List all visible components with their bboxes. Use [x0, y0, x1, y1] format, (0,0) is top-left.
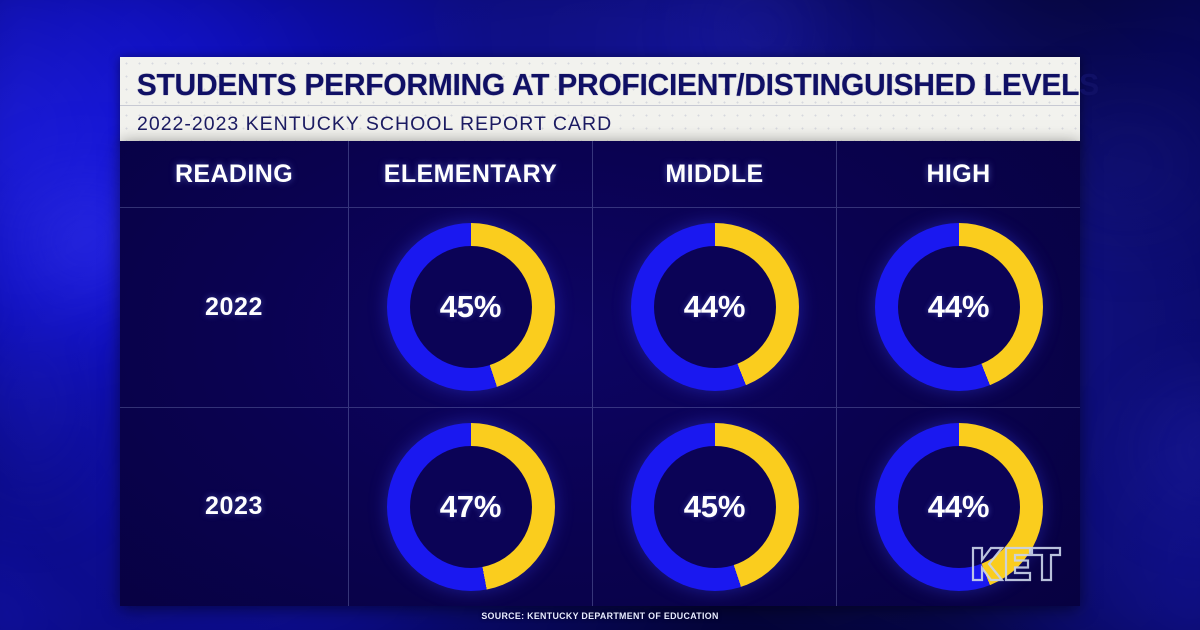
table-cell-2023-middle: 45% — [592, 406, 836, 606]
page-subtitle: 2022-2023 KENTUCKY SCHOOL REPORT CARD — [137, 113, 613, 135]
title-panel: STUDENTS PERFORMING AT PROFICIENT/DISTIN… — [120, 57, 1099, 147]
page-title: STUDENTS PERFORMING AT PROFICIENT/DISTIN… — [136, 68, 1099, 102]
donut-value-label: 45% — [439, 289, 502, 325]
donut-hole: 44% — [653, 246, 776, 369]
column-header-elementary: ELEMENTARY — [348, 141, 592, 207]
column-header-label: MIDDLE — [665, 159, 764, 188]
column-header-middle: MIDDLE — [592, 141, 836, 207]
donut-chart: 45% — [630, 422, 799, 591]
donut-chart: 44% — [874, 223, 1043, 392]
data-card: READING ELEMENTARY MIDDLE HIGH 2022 45% — [120, 141, 1080, 606]
donut-value-label: 44% — [683, 289, 746, 325]
table-cell-2022-elementary: 45% — [348, 207, 592, 407]
column-header-label: HIGH — [926, 159, 991, 188]
table-cell-2022-high: 44% — [836, 207, 1080, 407]
table-cell-2022-middle: 44% — [592, 207, 836, 407]
donut-value-label: 47% — [439, 488, 502, 524]
row-header-label: 2022 — [204, 292, 263, 321]
donut-hole: 47% — [409, 445, 532, 568]
subtitle-row: 2022-2023 KENTUCKY SCHOOL REPORT CARD — [120, 105, 1080, 145]
data-grid: READING ELEMENTARY MIDDLE HIGH 2022 45% — [120, 141, 1080, 606]
row-header-2023: 2023 — [120, 406, 348, 607]
column-header-high: HIGH — [836, 141, 1080, 207]
donut-value-label: 44% — [927, 289, 990, 325]
donut-hole: 44% — [897, 246, 1020, 369]
donut-chart: 45% — [386, 223, 555, 392]
donut-hole: 45% — [409, 246, 532, 369]
row-header-label: 2023 — [204, 492, 263, 521]
source-credit: SOURCE: KENTUCKY DEPARTMENT OF EDUCATION — [481, 611, 719, 622]
corner-header-label: READING — [174, 159, 294, 188]
row-header-2022: 2022 — [120, 207, 348, 407]
table-cell-2023-elementary: 47% — [348, 406, 592, 606]
donut-value-label: 44% — [927, 488, 990, 524]
donut-chart: 47% — [386, 422, 555, 591]
donut-value-label: 45% — [683, 488, 746, 524]
ket-logo — [970, 544, 1062, 584]
column-header-label: ELEMENTARY — [383, 159, 558, 188]
corner-header-reading: READING — [120, 141, 348, 207]
donut-chart: 44% — [630, 223, 799, 392]
donut-hole: 45% — [653, 445, 776, 568]
